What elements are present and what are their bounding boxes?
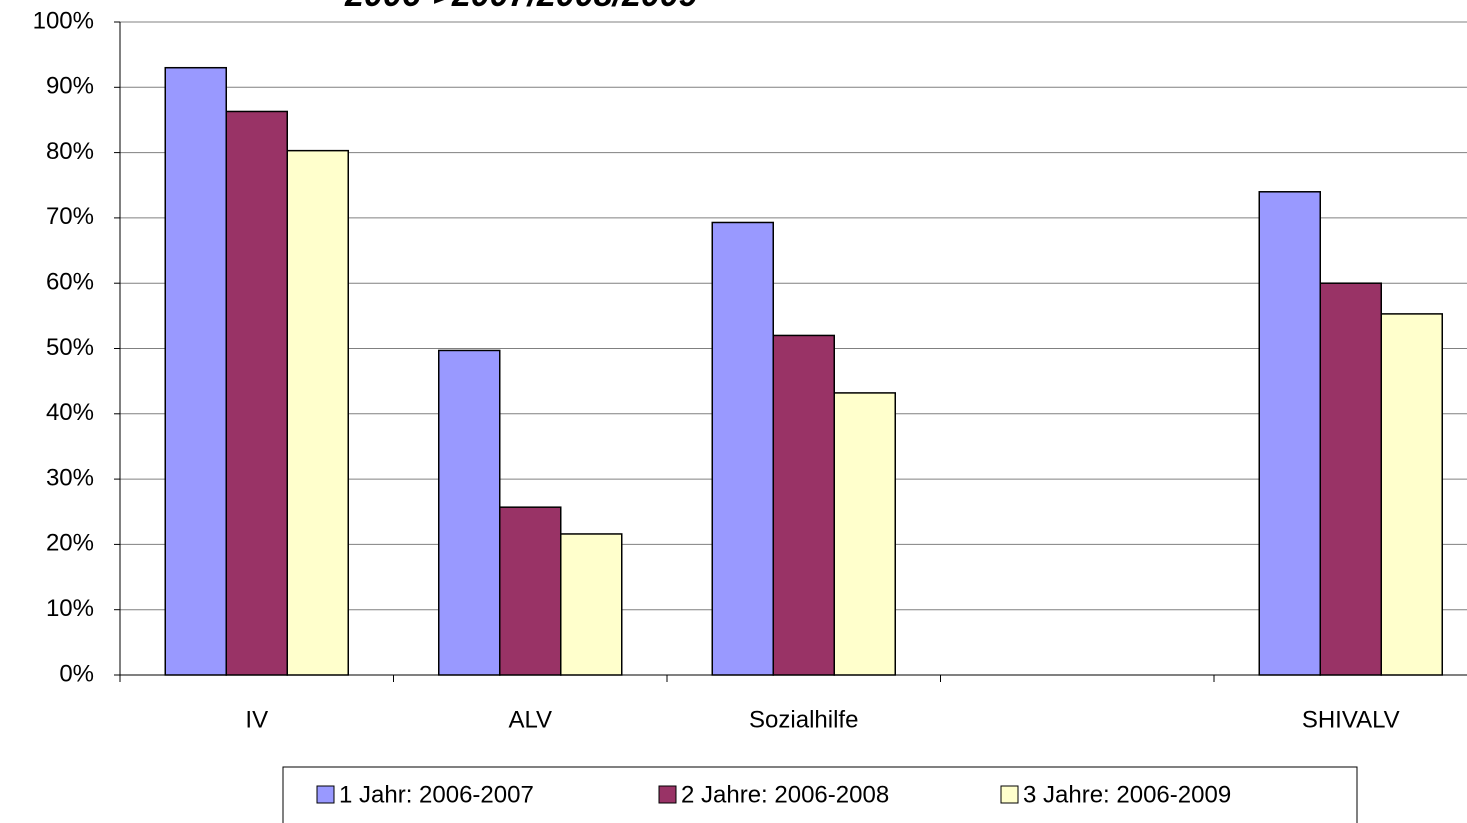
y-tick-label: 90%: [46, 73, 94, 100]
x-tick-label: SHIVALV: [1302, 706, 1400, 733]
bar: [772, 334, 835, 676]
bar: [1319, 282, 1382, 676]
y-tick-label: 50%: [46, 334, 94, 361]
legend-label: 2 Jahre: 2006-2008: [681, 781, 889, 808]
bar: [499, 506, 562, 676]
y-tick-label: 100%: [33, 7, 94, 34]
y-tick-label: 80%: [46, 138, 94, 165]
bar: [1258, 191, 1321, 676]
legend-swatch: [658, 785, 677, 804]
bar: [711, 221, 774, 676]
bar: [1380, 313, 1443, 676]
legend-swatch: [1000, 785, 1019, 804]
y-tick-label: 70%: [46, 203, 94, 230]
y-tick-label: 60%: [46, 269, 94, 296]
x-tick-label: ALV: [508, 706, 552, 733]
legend-label: 1 Jahr: 2006-2007: [339, 781, 534, 808]
y-tick-label: 0%: [59, 660, 94, 687]
y-tick-label: 30%: [46, 464, 94, 491]
legend-box: [282, 766, 1358, 823]
x-tick-label: IV: [245, 706, 268, 733]
bar: [164, 66, 227, 676]
y-tick-label: 10%: [46, 595, 94, 622]
bar: [286, 149, 349, 676]
bar: [560, 533, 623, 676]
bar: [225, 110, 288, 676]
y-tick-label: 20%: [46, 530, 94, 557]
bar: [438, 349, 501, 676]
legend-label: 3 Jahre: 2006-2009: [1023, 781, 1231, 808]
chart-title: 2006->2007/2008/2009: [344, 0, 698, 14]
bar: [833, 392, 896, 676]
legend-swatch: [316, 785, 335, 804]
x-tick-label: Sozialhilfe: [749, 706, 858, 733]
y-tick-label: 40%: [46, 399, 94, 426]
